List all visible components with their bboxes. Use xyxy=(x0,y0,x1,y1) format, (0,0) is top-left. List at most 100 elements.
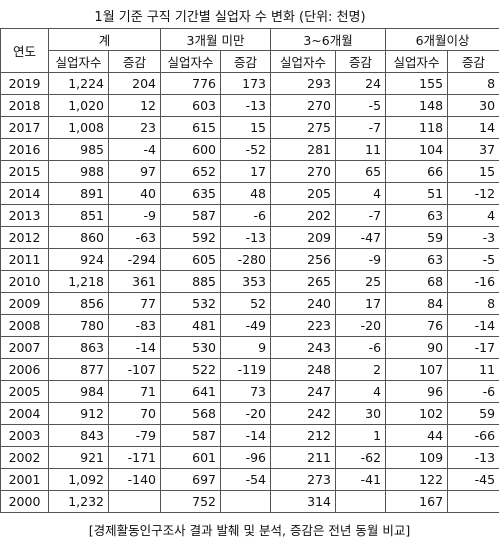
header-row: 연도 계 3개월 미만 3~6개월 6개월이상 xyxy=(0,28,499,73)
value-cell: 118 xyxy=(385,116,449,139)
year-cell: 2015 xyxy=(0,160,49,183)
year-cell: 2013 xyxy=(0,204,49,227)
sub-header: 증감 xyxy=(335,50,387,73)
year-cell: 2005 xyxy=(0,380,49,403)
value-cell xyxy=(447,490,499,513)
value-cell: -47 xyxy=(335,226,387,249)
sub-header: 증감 xyxy=(447,50,499,73)
value-cell: 860 xyxy=(48,226,109,249)
value-cell: 173 xyxy=(220,72,272,95)
value-cell: 122 xyxy=(385,468,449,491)
value-cell: -20 xyxy=(220,402,272,425)
table-row: 2009 856 77 532 52 240 17 84 8 xyxy=(0,292,499,315)
value-cell: 8 xyxy=(447,292,499,315)
value-cell: 63 xyxy=(385,248,449,271)
table-row: 2004 912 70 568 -20 242 30 102 59 xyxy=(0,402,499,425)
value-cell: -62 xyxy=(335,446,387,469)
data-table: 연도 계 3개월 미만 3~6개월 6개월이상 실업자수 증감 실업자수 증감 실업자수 증감 실… xyxy=(0,28,499,513)
table-row: 2006 877 -107 522 -119 248 2 107 11 xyxy=(0,358,499,381)
group-header: 3~6개월 xyxy=(270,28,387,51)
sub-header: 실업자수 xyxy=(385,50,449,73)
value-cell: -119 xyxy=(220,358,272,381)
value-cell: -54 xyxy=(220,468,272,491)
value-cell: 12 xyxy=(107,94,162,117)
value-cell: -14 xyxy=(447,314,499,337)
value-cell: -7 xyxy=(335,204,387,227)
value-cell: 361 xyxy=(107,270,162,293)
table-row: 2019 1,224 204 776 173 293 24 155 8 xyxy=(0,72,499,95)
value-cell: 863 xyxy=(48,336,109,359)
value-cell: 843 xyxy=(48,424,109,447)
value-cell: 84 xyxy=(385,292,449,315)
value-cell: 697 xyxy=(160,468,222,491)
value-cell: 1,020 xyxy=(48,94,109,117)
value-cell: 24 xyxy=(335,72,387,95)
corner-header: 연도 xyxy=(0,28,49,73)
value-cell: 601 xyxy=(160,446,222,469)
table-row: 2014 891 40 635 48 205 4 51 -12 xyxy=(0,182,499,205)
value-cell: 17 xyxy=(335,292,387,315)
value-cell: 63 xyxy=(385,204,449,227)
value-cell: 851 xyxy=(48,204,109,227)
table-row: 2018 1,020 12 603 -13 270 -5 148 30 xyxy=(0,94,499,117)
value-cell: 568 xyxy=(160,402,222,425)
value-cell: 532 xyxy=(160,292,222,315)
year-cell: 2003 xyxy=(0,424,49,447)
table-row: 2005 984 71 641 73 247 4 96 -6 xyxy=(0,380,499,403)
table-body: 2019 1,224 204 776 173 293 24 155 8 2018 1,020 12 60… xyxy=(0,72,499,513)
value-cell: 51 xyxy=(385,182,449,205)
value-cell: 11 xyxy=(447,358,499,381)
value-cell: 77 xyxy=(107,292,162,315)
value-cell: -20 xyxy=(335,314,387,337)
value-cell: 1,218 xyxy=(48,270,109,293)
value-cell: 148 xyxy=(385,94,449,117)
value-cell: 212 xyxy=(270,424,337,447)
value-cell: -16 xyxy=(447,270,499,293)
year-cell: 2008 xyxy=(0,314,49,337)
value-cell: 9 xyxy=(220,336,272,359)
value-cell: -4 xyxy=(107,138,162,161)
year-cell: 2016 xyxy=(0,138,49,161)
value-cell: -17 xyxy=(447,336,499,359)
value-cell: 4 xyxy=(447,204,499,227)
value-cell: 25 xyxy=(335,270,387,293)
value-cell: 256 xyxy=(270,248,337,271)
value-cell: 921 xyxy=(48,446,109,469)
value-cell: 270 xyxy=(270,94,337,117)
value-cell: 202 xyxy=(270,204,337,227)
value-cell: 4 xyxy=(335,380,387,403)
value-cell: 240 xyxy=(270,292,337,315)
year-cell: 2007 xyxy=(0,336,49,359)
year-cell: 2001 xyxy=(0,468,49,491)
table-row: 2010 1,218 361 885 353 265 25 68 -16 xyxy=(0,270,499,293)
value-cell: 71 xyxy=(107,380,162,403)
sub-header: 실업자수 xyxy=(270,50,337,73)
value-cell: -49 xyxy=(220,314,272,337)
group-header: 계 xyxy=(47,28,162,51)
value-cell: 15 xyxy=(447,160,499,183)
value-cell: 11 xyxy=(335,138,387,161)
year-cell: 2014 xyxy=(0,182,49,205)
value-cell: 59 xyxy=(447,402,499,425)
value-cell: 481 xyxy=(160,314,222,337)
value-cell: 641 xyxy=(160,380,222,403)
value-cell: 107 xyxy=(385,358,449,381)
value-cell: 314 xyxy=(270,490,337,513)
value-cell: 780 xyxy=(48,314,109,337)
value-cell: 293 xyxy=(270,72,337,95)
year-cell: 2012 xyxy=(0,226,49,249)
subheader-row: 실업자수 증감 실업자수 증감 실업자수 증감 실업자수 증감 xyxy=(1,50,499,73)
value-cell: 605 xyxy=(160,248,222,271)
value-cell: 102 xyxy=(385,402,449,425)
year-cell: 2010 xyxy=(0,270,49,293)
value-cell: 205 xyxy=(270,182,337,205)
value-cell: 924 xyxy=(48,248,109,271)
value-cell: -63 xyxy=(107,226,162,249)
sub-header: 증감 xyxy=(107,50,162,73)
value-cell: -294 xyxy=(107,248,162,271)
value-cell: 353 xyxy=(220,270,272,293)
value-cell: 223 xyxy=(270,314,337,337)
value-cell: 273 xyxy=(270,468,337,491)
value-cell: 603 xyxy=(160,94,222,117)
value-cell: -14 xyxy=(107,336,162,359)
